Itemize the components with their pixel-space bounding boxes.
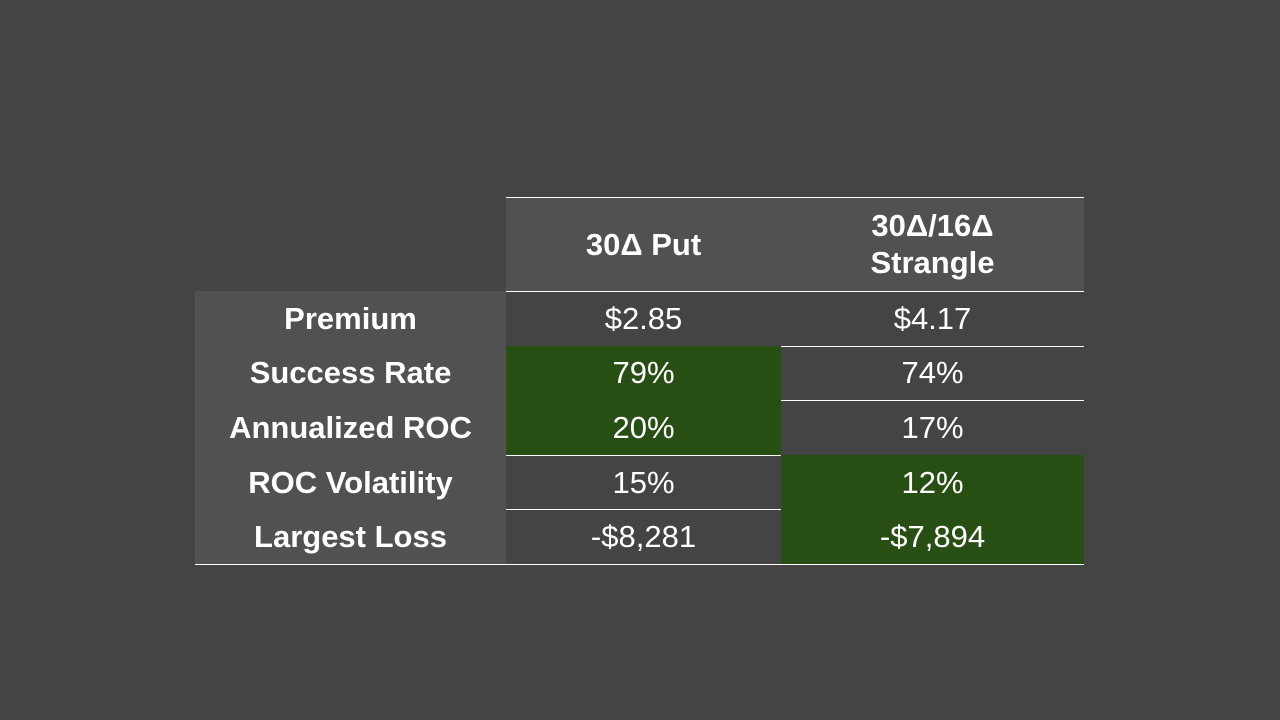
row-label: Annualized ROC (195, 400, 506, 455)
column-header: 30Δ/16Δ Strangle (781, 197, 1084, 291)
table-cell: 20% (506, 400, 781, 455)
table-cell: $4.17 (893, 300, 972, 336)
row-label: Success Rate (195, 345, 506, 401)
row-border (195, 509, 1084, 511)
table-cell: 15% (612, 464, 675, 500)
table-cell: 74% (901, 355, 964, 391)
table-cell: -$8,281 (590, 519, 697, 555)
table-cell: 17% (901, 409, 964, 445)
table-cell: $2.85 (604, 300, 683, 336)
table-cell: 79% (506, 345, 781, 401)
row-border (195, 564, 1084, 565)
row-border (195, 454, 1084, 456)
table-cell: 12% (781, 454, 1084, 510)
column-header: 30Δ Put (506, 197, 781, 291)
table-cell: -$7,894 (781, 509, 1084, 564)
header-bottom-border (195, 291, 1084, 292)
row-label: ROC Volatility (195, 454, 506, 510)
header-top-border (506, 197, 1084, 198)
row-label: Premium (195, 291, 506, 346)
row-label: Largest Loss (195, 509, 506, 564)
